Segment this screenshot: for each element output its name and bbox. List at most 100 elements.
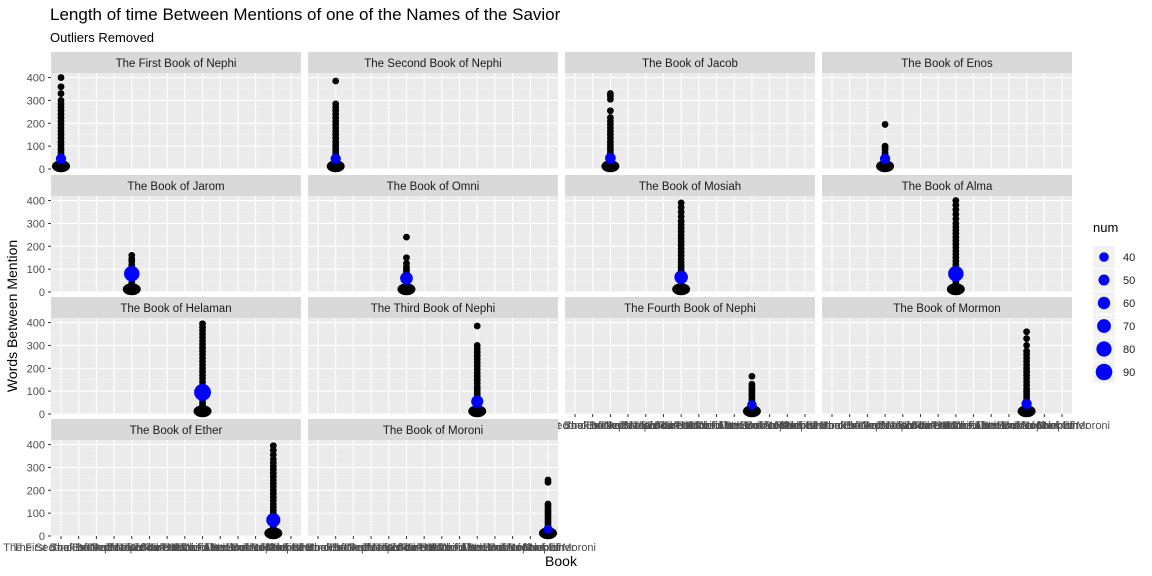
x-tick-label: The Book of Alma (655, 420, 743, 432)
x-tick-label: The Book of Alma (398, 542, 486, 554)
legend-key-marker (1096, 341, 1112, 357)
x-tick-label: The Second Book of Nephi (527, 420, 658, 432)
dense-point-cluster (326, 160, 345, 173)
facet-strip-label: The Book of Mormon (893, 303, 1000, 315)
facet-panel: The Book of Mosiah (565, 175, 815, 296)
facet-strip-label: The Book of Moroni (383, 425, 483, 437)
y-tick-label: 100 (27, 264, 45, 276)
dense-point-cluster (468, 405, 487, 418)
y-tick-label: 200 (27, 118, 45, 130)
x-tick-label: The Book of Enos (584, 420, 672, 432)
dense-point-cluster (52, 160, 70, 173)
dense-point-cluster (742, 405, 761, 418)
facet-panel: The Book of Jacob (565, 52, 815, 173)
facet-strip (565, 52, 815, 73)
facet-panel: The Second Book of Nephi (308, 52, 558, 173)
facet-panel: The Third Book of Nephi (308, 297, 558, 418)
y-tick-label: 0 (39, 287, 45, 299)
x-tick-label: The Book of Jacob (822, 420, 914, 432)
x-tick-label: The Book of Mormon (204, 542, 307, 554)
x-tick-label: The Book of Jacob (308, 542, 400, 554)
x-tick-label: The Fourth Book of Nephi (175, 542, 301, 554)
x-tick-label: The Book of Helaman (406, 542, 512, 554)
mean-point (266, 512, 281, 528)
x-tick-label: The Book of Alma (141, 542, 229, 554)
panel-background (822, 196, 1072, 292)
legend-key-label: 90 (1123, 367, 1135, 379)
dense-point-cluster (193, 405, 212, 418)
mean-point (747, 400, 757, 410)
facet-strip-label: The Book of Enos (901, 58, 993, 70)
x-tick-label: The Book of Ether (229, 542, 318, 554)
legend-key-label: 40 (1123, 252, 1135, 264)
facet-panels: The First Book of Nephi0100200300400The … (3, 52, 1110, 554)
legend-key-marker (1097, 296, 1111, 310)
data-point (1023, 335, 1031, 342)
mean-point (674, 270, 688, 284)
facet-panel: The Book of Omni (308, 175, 558, 296)
mean-point (879, 153, 891, 164)
mean-point (471, 395, 484, 408)
panel-background (51, 196, 301, 292)
y-tick-label: 100 (27, 386, 45, 398)
data-point (57, 90, 65, 97)
x-tick-label: The Book of Helaman (920, 420, 1026, 432)
data-point (881, 121, 889, 128)
panel-background (308, 318, 558, 414)
facet-strip (308, 297, 558, 318)
mean-point (330, 153, 341, 164)
x-tick-label: The First Book of Nephi (3, 542, 119, 554)
x-tick-label: The Fourth Book of Nephi (946, 420, 1072, 432)
x-tick-label: The Third Book of Nephi (932, 420, 1051, 432)
dense-point-cluster (672, 283, 691, 296)
x-tick-label: The Book of Mormon (461, 542, 564, 554)
mean-point (194, 383, 211, 401)
facet-strip (51, 52, 301, 73)
data-point (57, 74, 65, 81)
dense-point-cluster (264, 527, 283, 540)
panel-background (565, 196, 815, 292)
legend-key-label: 80 (1123, 344, 1135, 356)
x-tick-label: The Fourth Book of Nephi (432, 542, 558, 554)
x-tick-label: The Book of Omni (876, 420, 965, 432)
mean-point (605, 152, 616, 164)
x-tick-label: The Book of Moroni (757, 420, 853, 432)
y-tick-label: 300 (27, 95, 45, 107)
facet-panel: The Book of Mormon The First Book of Neph… (774, 297, 1110, 432)
facet-strip-label: The Book of Ether (130, 425, 223, 437)
x-tick-label: The Book of Mosiah (889, 420, 987, 432)
dense-point-cluster (1017, 405, 1036, 418)
panel-background (822, 318, 1072, 414)
x-tick-label: The Book of Mosiah (632, 420, 730, 432)
dense-point-cluster (946, 283, 965, 296)
y-tick-label: 100 (27, 508, 45, 520)
x-tick-label: The Book of Enos (841, 420, 929, 432)
data-point (403, 233, 410, 241)
x-tick-label: The Third Book of Nephi (161, 542, 280, 554)
x-tick-label: The Book of Moroni (1014, 420, 1110, 432)
x-axis-label: Book (545, 553, 578, 569)
chart-subtitle: Outliers Removed (50, 30, 154, 45)
facet-strip (565, 175, 815, 196)
panel-background (308, 73, 558, 169)
x-tick-label: The Book of Helaman (663, 420, 769, 432)
x-tick-label: The Book of Jarom (599, 420, 692, 432)
facet-strip (308, 52, 558, 73)
x-tick-label: The Third Book of Nephi (675, 420, 794, 432)
y-tick-label: 300 (27, 218, 45, 230)
x-tick-label: The First Book of Nephi (260, 542, 376, 554)
facet-panel: The Book of Moroni The First Book of Neph… (260, 419, 596, 554)
x-tick-label: The Book of Alma (912, 420, 1000, 432)
y-tick-label: 0 (39, 531, 45, 543)
x-tick-label: The Book of Omni (619, 420, 708, 432)
y-tick-label: 0 (39, 409, 45, 421)
y-tick-label: 200 (27, 241, 45, 253)
facet-strip-label: The Book of Jacob (642, 58, 738, 70)
x-tick-label: The Book of Ether (743, 420, 832, 432)
facet-strip-label: The Book of Jarom (127, 181, 224, 193)
mean-point (124, 265, 140, 282)
facet-strip (565, 297, 815, 318)
facet-panel: The Book of Alma (822, 175, 1072, 296)
facet-strip-label: The Book of Alma (902, 181, 993, 193)
